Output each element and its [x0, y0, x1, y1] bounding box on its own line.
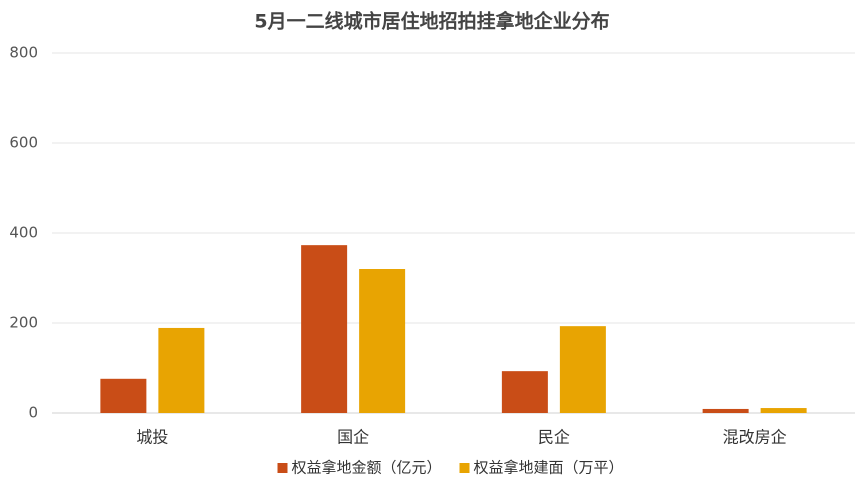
bar	[559, 326, 606, 413]
y-tick-label: 600	[9, 134, 38, 152]
x-tick-label: 民企	[538, 428, 570, 447]
legend-swatch	[277, 463, 288, 473]
y-tick-label: 200	[9, 314, 38, 332]
chart-title: 5月一二线城市居住地招拍挂拿地企业分布	[254, 10, 609, 33]
y-tick-label: 400	[9, 224, 38, 242]
x-tick-label: 混改房企	[723, 428, 787, 447]
y-tick-label: 0	[28, 404, 38, 422]
bar	[702, 408, 749, 413]
bar	[301, 245, 348, 413]
bar	[100, 378, 147, 413]
x-tick-label: 国企	[337, 428, 369, 447]
legend-label: 权益拿地金额（亿元）	[292, 459, 442, 477]
bar	[760, 408, 807, 413]
bar	[501, 371, 548, 413]
y-tick-label: 800	[9, 44, 38, 62]
bar	[359, 269, 406, 413]
legend-swatch	[459, 463, 470, 473]
legend-label: 权益拿地建面（万平）	[474, 459, 624, 477]
x-tick-label: 城投	[136, 428, 168, 447]
bar	[158, 327, 205, 413]
